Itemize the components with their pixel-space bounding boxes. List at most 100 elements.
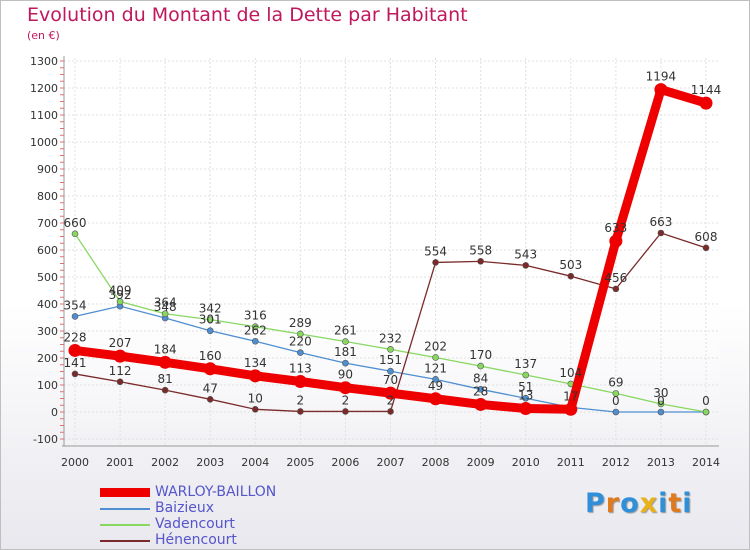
data-label-baizieux: 0 [612,394,620,408]
logo-letter: o [620,488,640,519]
data-point-warloy-baillon [429,392,443,406]
y-tick-label: 0 [51,406,58,419]
data-label-h-nencourt: 141 [64,356,87,370]
data-point-baizieux [71,313,79,320]
data-point-warloy-baillon [203,362,217,376]
legend-swatch-vadencourt [100,524,150,526]
data-point-baizieux [522,394,530,402]
data-label-vadencourt: 316 [244,309,267,323]
data-label-baizieux: 0 [657,394,665,408]
x-tick-label: 2002 [151,456,179,469]
legend-item-henencourt: Hénencourt [100,532,400,549]
data-point-baizieux [477,386,484,393]
logo-letter: i [658,488,669,519]
x-tick-label: 2009 [467,456,495,469]
data-point-baizieux [251,337,259,345]
data-label-vadencourt: 202 [424,339,447,353]
logo-letter: r [605,488,621,519]
data-point-warloy-baillon [699,96,713,110]
chart-subtitle: (en €) [27,29,60,42]
data-label-vadencourt: 261 [334,324,357,338]
legend: WARLOY-BAILLON Baizieux Vadencourt Hénen… [100,484,400,549]
data-label-baizieux: 262 [244,323,267,337]
logo-letter: P [585,488,606,519]
legend-item-warloy-baillon: WARLOY-BAILLON [100,484,400,501]
data-point-warloy-baillon [338,381,352,395]
x-tick-label: 2014 [692,456,720,469]
proxiti-logo: Proxiti [585,488,693,519]
y-tick-label: 1200 [30,82,58,95]
data-label-warloy-baillon: 28 [473,384,488,398]
data-label-baizieux: 151 [379,353,402,367]
data-label-h-nencourt: 10 [248,391,263,405]
data-label-vadencourt: 660 [64,216,87,230]
data-label-vadencourt: 364 [154,296,177,310]
data-point-h-nencourt [71,370,79,378]
x-tick-label: 2012 [602,456,630,469]
data-point-baizieux [432,376,439,383]
data-label-h-nencourt: 81 [158,372,173,386]
data-point-h-nencourt [251,405,259,413]
data-label-vadencourt: 342 [199,302,222,316]
data-label-baizieux: 17 [563,389,578,403]
data-label-baizieux: 181 [334,345,357,359]
x-tick-label: 2007 [377,456,405,469]
legend-item-vadencourt: Vadencourt [100,516,400,533]
data-label-warloy-baillon: 134 [244,356,267,370]
data-label-h-nencourt: 2 [387,393,395,407]
data-label-vadencourt: 289 [289,316,312,330]
data-point-h-nencourt [612,285,620,293]
data-point-warloy-baillon [248,369,262,383]
x-tick-label: 2003 [196,456,224,469]
data-point-h-nencourt [387,408,394,415]
x-tick-label: 2001 [106,456,134,469]
y-tick-label: 400 [37,298,58,311]
data-label-warloy-baillon: 49 [428,379,443,393]
legend-label-henencourt: Hénencourt [155,532,237,548]
data-point-h-nencourt [477,258,484,265]
data-point-vadencourt [432,354,439,361]
x-tick-label: 2004 [241,456,269,469]
x-tick-label: 2006 [331,456,359,469]
data-point-vadencourt [297,330,304,338]
data-point-vadencourt [612,390,620,397]
y-tick-label: 1300 [30,55,58,68]
data-point-vadencourt [161,310,169,318]
x-tick-label: 2013 [647,456,675,469]
data-label-warloy-baillon: 70 [383,373,398,387]
y-tick-label: 800 [37,190,58,203]
data-label-baizieux: 354 [64,298,87,312]
legend-swatch-baizieux [100,508,150,510]
data-point-vadencourt [702,408,710,416]
data-label-vadencourt: 30 [653,386,668,400]
data-point-warloy-baillon [519,401,533,415]
data-label-h-nencourt: 456 [604,271,627,285]
legend-label-baizieux: Baizieux [155,500,215,516]
data-label-h-nencourt: 2 [342,393,350,407]
data-point-vadencourt [116,298,124,305]
data-label-baizieux: 0 [702,394,710,408]
x-tick-label: 2008 [422,456,450,469]
data-point-h-nencourt [702,244,710,252]
data-point-baizieux [657,408,665,416]
data-point-h-nencourt [522,262,530,269]
data-label-baizieux: 220 [289,335,312,349]
data-point-baizieux [206,327,214,335]
data-point-h-nencourt [297,408,304,415]
data-label-h-nencourt: 2 [297,393,305,407]
data-label-baizieux: 121 [424,361,447,375]
data-point-vadencourt [522,371,530,379]
data-point-baizieux [387,367,394,375]
y-tick-label: -100 [33,433,58,446]
data-point-warloy-baillon [158,355,172,369]
data-point-vadencourt [206,316,214,323]
data-label-vadencourt: 409 [109,284,132,298]
y-tick-label: 1100 [30,109,58,122]
data-point-h-nencourt [161,386,169,394]
data-label-warloy-baillon: 90 [338,368,353,382]
data-point-warloy-baillon [68,343,82,357]
data-label-baizieux: 348 [154,300,177,314]
data-point-baizieux [612,408,620,416]
legend-item-baizieux: Baizieux [100,500,400,517]
data-label-warloy-baillon: 633 [604,221,627,235]
